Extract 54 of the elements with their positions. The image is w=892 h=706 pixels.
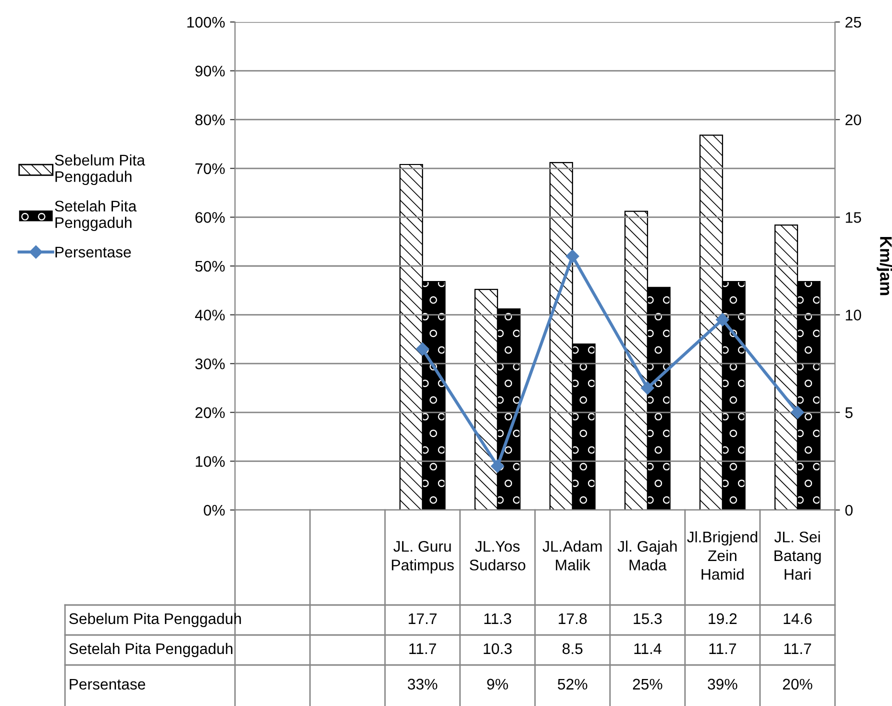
x-tick-label: JL.Yos Sudarso (470, 541, 526, 570)
y2-tick-label: 5 (845, 407, 853, 418)
x-tick-label: Jl. Gajah Mada (618, 540, 677, 570)
data-label: 33% (408, 678, 438, 690)
point (490, 459, 504, 473)
x-tick-label: JL.Adam Malik (542, 540, 602, 570)
point (790, 406, 804, 419)
data-label: 11.3 (484, 613, 512, 624)
y-tick-label: 80% (195, 114, 225, 126)
data-label: 11.7 (709, 643, 736, 654)
data-label: 11.7 (784, 643, 812, 654)
text: Sebelum Pita Penggaduh (69, 612, 241, 628)
y-tick-label: 20% (195, 407, 225, 418)
point (566, 250, 580, 263)
point (640, 381, 654, 395)
y-tick-label: 0% (204, 504, 225, 516)
y2-axis-title: Km/jam (876, 237, 892, 296)
data-label: 11.7 (409, 643, 436, 654)
data-label: 39% (708, 678, 738, 690)
y2-tick-label: 20 (845, 114, 862, 126)
legend-label: Setelah Pita Penggaduh (54, 200, 137, 232)
y2-tick-label: 15 (846, 212, 862, 223)
text: Setelah Pita Penggaduh (69, 642, 232, 658)
y-tick-label: 100% (187, 16, 225, 28)
data-label: 52% (558, 678, 588, 690)
y-tick-label: 90% (195, 66, 225, 76)
data-label: 17.8 (558, 613, 587, 624)
data-label: 9% (487, 678, 508, 690)
data-label: 19.2 (708, 613, 737, 624)
y2-tick-label: 0 (845, 504, 853, 516)
x-tick-label: Jl.Brigjend Zein Hamid (687, 531, 758, 580)
legend-label: Sebelum Pita Penggaduh (54, 154, 146, 186)
y-tick-label: 60% (195, 212, 225, 223)
y-tick-label: 30% (195, 358, 225, 370)
data-label: 10.3 (484, 643, 512, 654)
y-tick-label: 10% (196, 456, 225, 467)
data-label: 20% (782, 678, 812, 690)
data-label: 14.6 (784, 613, 812, 624)
data-label: 17.7 (408, 613, 437, 624)
point (416, 342, 430, 356)
data-label: 25% (632, 678, 662, 690)
y-tick-label: 50% (195, 260, 225, 272)
x-tick-label: JL. Sei Batang Hari (774, 531, 821, 580)
x-tick-label: JL. Guru Patimpus (392, 540, 454, 574)
y2-tick-label: 25 (845, 16, 862, 28)
y-tick-label: 40% (195, 310, 225, 320)
y-tick-label: 70% (195, 163, 225, 174)
data-label: 11.4 (634, 643, 662, 654)
text: Persentase (70, 678, 146, 690)
y2-tick-label: 10 (846, 310, 862, 320)
data-label: 8.5 (562, 643, 582, 654)
legend-label: Persentase (56, 246, 131, 258)
point (716, 313, 730, 326)
data-label: 15.3 (634, 613, 662, 624)
